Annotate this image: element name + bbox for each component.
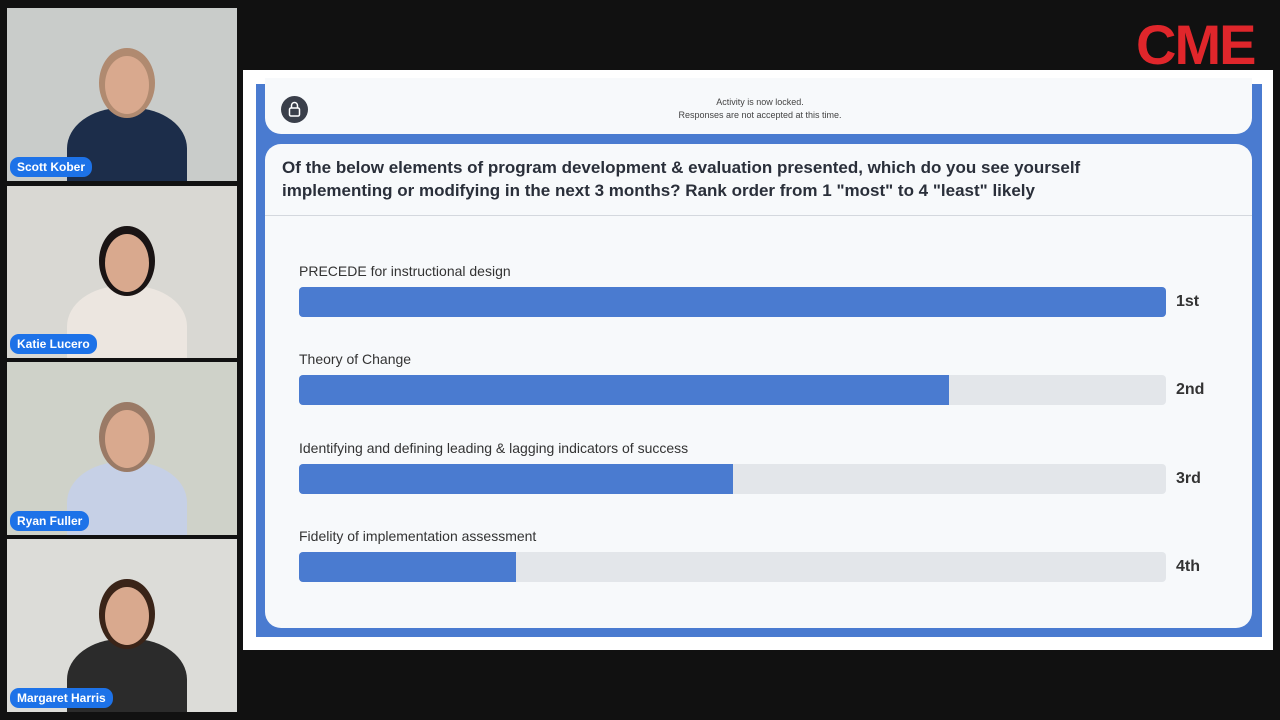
participant-name: Scott Kober [10, 157, 93, 177]
lock-notice: Responses are not accepted at this time. [678, 110, 842, 120]
item-label: Identifying and defining leading & laggi… [299, 440, 689, 456]
person-face [105, 56, 149, 114]
bar-track [299, 464, 1166, 494]
video-tile: Scott Kober [7, 8, 237, 181]
video-tile: Margaret Harris [7, 539, 237, 712]
item-label: Theory of Change [299, 351, 412, 367]
rank-label: 3rd [1176, 470, 1201, 487]
bar-track [299, 375, 1166, 405]
video-tile: Ryan Fuller [7, 362, 237, 535]
question: Of the below elements of program develop… [282, 158, 1081, 200]
bar-track [299, 287, 1166, 317]
item-label: PRECEDE for instructional design [299, 263, 511, 279]
rank-label: 2nd [1176, 381, 1205, 398]
bar-fill [299, 375, 950, 405]
item-label: Fidelity of implementation assessment [299, 528, 537, 544]
video-tile: Katie Lucero [7, 186, 237, 358]
participant-name: Katie Lucero [10, 334, 97, 354]
lock-glyph [288, 101, 301, 117]
rank-label: 4th [1176, 558, 1200, 575]
bar-fill [299, 287, 1166, 317]
lock-icon [281, 96, 308, 123]
bar-track [299, 552, 1166, 582]
bar-fill [299, 464, 733, 494]
participant-name: Margaret Harris [10, 688, 113, 708]
rank-label: 1st [1176, 293, 1200, 310]
lock-notice: Activity is now locked. [716, 97, 804, 107]
lock-card [265, 78, 1252, 134]
divider [265, 215, 1252, 216]
bar-fill [299, 552, 516, 582]
participant-name: Ryan Fuller [10, 511, 90, 531]
person-face [105, 234, 149, 292]
logo-text: CME [1136, 13, 1256, 76]
person-face [105, 410, 149, 468]
person-face [105, 587, 149, 645]
